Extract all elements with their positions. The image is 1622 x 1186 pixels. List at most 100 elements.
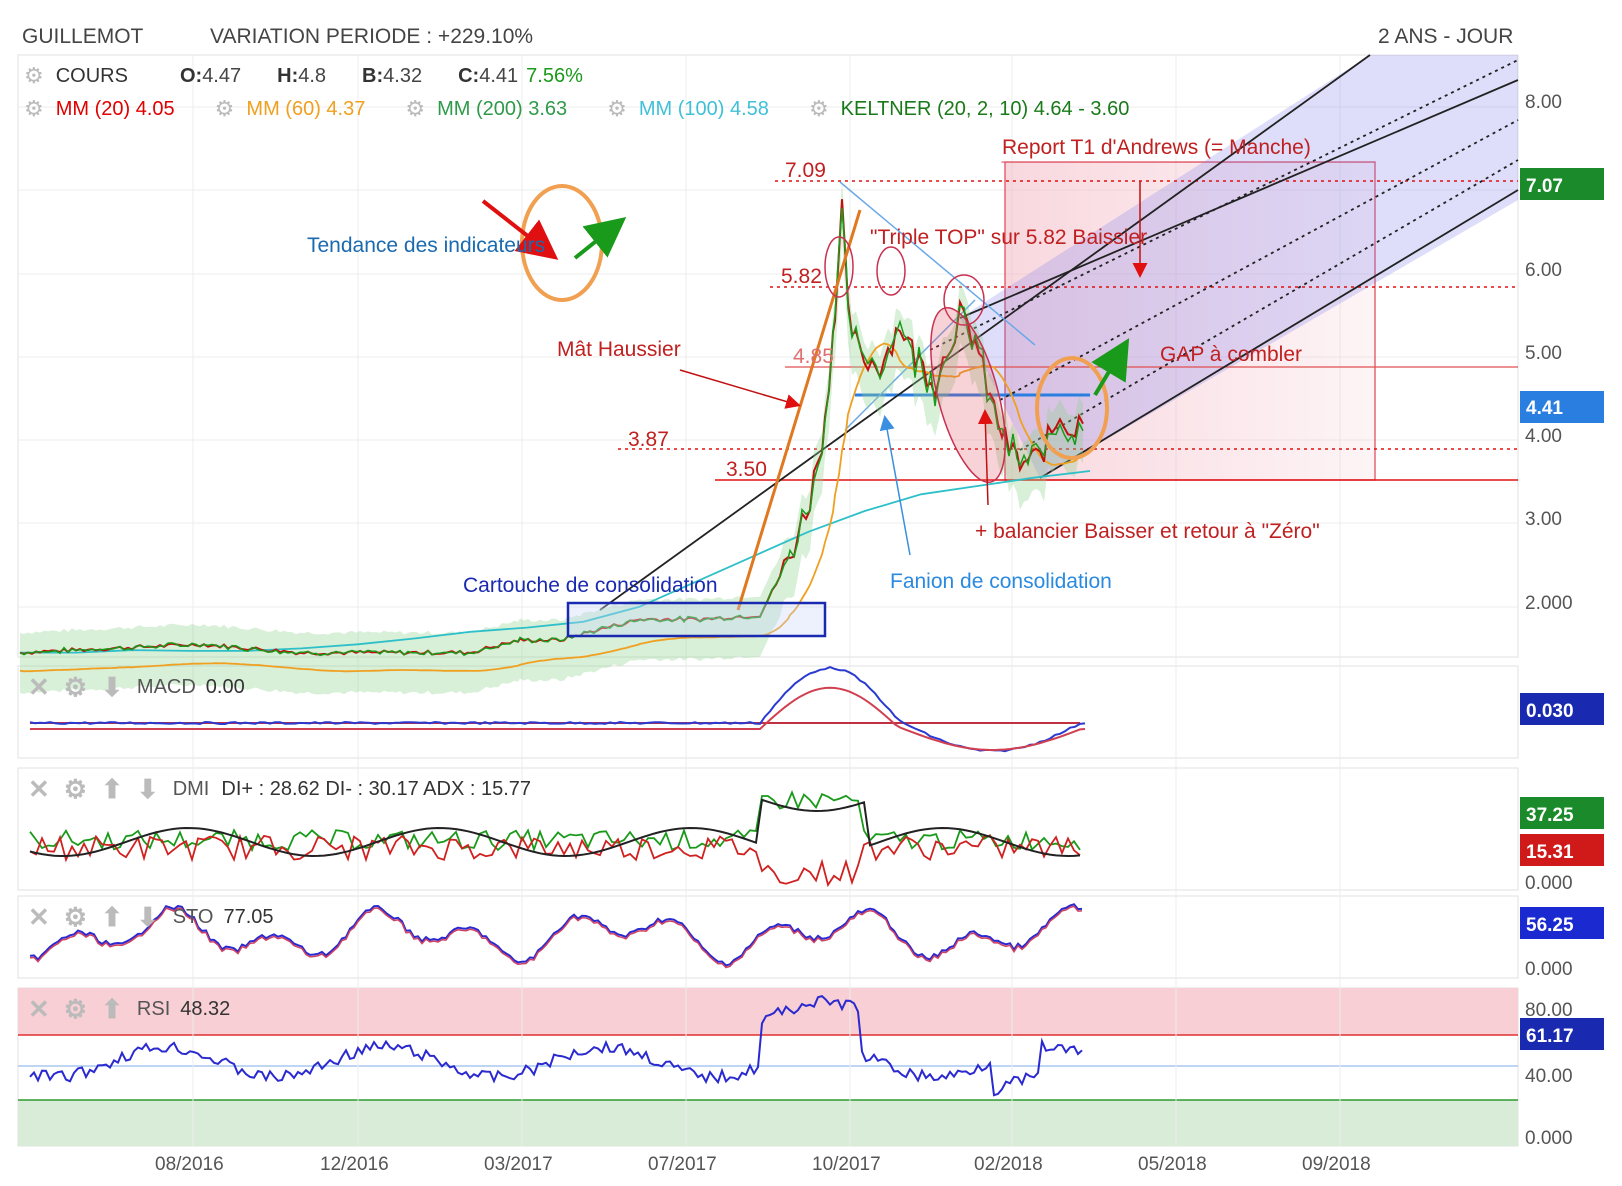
gear-icon[interactable]: ⚙ (24, 96, 44, 121)
legend-mm200[interactable]: ⚙ MM (200) 3.63 (405, 96, 567, 122)
legend-mm200-label: MM (200) 3.63 (437, 97, 568, 120)
gear-icon[interactable]: ⚙ (63, 774, 88, 804)
close-key: C: (458, 64, 480, 87)
arrow-green-up (573, 217, 627, 260)
badge-macd: 0.030 (1526, 701, 1574, 722)
ann-fanion: Fanion de consolidation (890, 570, 1112, 593)
dmi-tick-0: 0.000 (1525, 873, 1573, 894)
badge-rsi: 61.17 (1526, 1026, 1574, 1047)
rsi-tick-0: 0.000 (1525, 1128, 1573, 1149)
macd-signal-line (30, 686, 1086, 751)
arrow-up-icon[interactable]: ⬆ (101, 774, 123, 804)
ann-balancier: + balancier Baisser et retour à "Zéro" (975, 520, 1320, 543)
open-key: O: (179, 64, 203, 87)
rsi-label: ✕ ⚙ ⬆ RSI 48.32 (28, 996, 230, 1022)
dmi-panel (17, 767, 1519, 891)
cartouche-box (566, 601, 827, 638)
arrow-balancier (977, 409, 993, 506)
close-icon[interactable]: ✕ (28, 774, 50, 804)
gear-icon[interactable]: ⚙ (63, 994, 88, 1024)
badge-441: 4.41 (1526, 398, 1563, 419)
arrow-red-down (481, 199, 559, 260)
gear-icon[interactable]: ⚙ (63, 672, 88, 702)
close-icon[interactable]: ✕ (28, 994, 50, 1024)
gear-icon[interactable]: ⚙ (214, 96, 235, 121)
x-tick: 03/2017 (484, 1154, 553, 1175)
dmi-title: DMI (172, 777, 210, 800)
y-tick-300: 3.00 (1525, 509, 1562, 530)
badge-dmi2: 15.31 (1526, 842, 1574, 863)
x-tick: 10/2017 (812, 1154, 881, 1175)
badge-rsi-bg (1520, 1018, 1604, 1050)
keltner-band (20, 179, 1083, 695)
close-icon[interactable]: ✕ (28, 672, 50, 702)
arrow-down-icon[interactable]: ⬇ (136, 902, 159, 932)
badge-707-bg (1520, 168, 1604, 200)
sto-signal-line (29, 905, 1083, 969)
close-value: 4.41 (479, 64, 519, 87)
gear-icon[interactable]: ⚙ (405, 96, 426, 121)
legend-mm100[interactable]: ⚙ MM (100) 4.58 (607, 96, 769, 122)
circle-top3 (943, 274, 985, 326)
ann-mat: Mât Haussier (557, 338, 681, 361)
high-key: H: (277, 64, 299, 87)
badge-sto: 56.25 (1526, 915, 1574, 936)
arrow-up-icon[interactable]: ⬆ (101, 902, 123, 932)
legend-mm100-label: MM (100) 4.58 (638, 97, 769, 120)
sto-line (29, 903, 1083, 967)
gear-icon[interactable]: ⚙ (808, 96, 829, 121)
change-value: 7.56% (526, 64, 583, 87)
circle-top2 (876, 246, 906, 296)
period-selector[interactable]: 2 ANS - JOUR (1378, 25, 1514, 48)
arrow-down-icon[interactable]: ⬇ (136, 774, 159, 804)
gear-icon[interactable]: ⚙ (24, 63, 44, 88)
legend-mm20[interactable]: ⚙ MM (20) 4.05 (24, 96, 175, 122)
badge-dmi1-bg (1520, 797, 1604, 829)
mm200-line (20, 470, 1091, 654)
gear-icon[interactable]: ⚙ (607, 96, 627, 121)
arrow-up-icon[interactable]: ⬆ (101, 994, 123, 1024)
y-tick-500: 5.00 (1525, 343, 1562, 364)
macd-title: MACD (136, 675, 196, 698)
badge-sto-bg (1520, 907, 1604, 939)
legend-mm60[interactable]: ⚙ MM (60) 4.37 (215, 96, 366, 122)
price-line-green (19, 207, 1084, 657)
close-icon[interactable]: ✕ (28, 902, 50, 932)
x-tick: 07/2017 (648, 1154, 717, 1175)
arrow-gap (1091, 338, 1130, 397)
arrow-down-icon[interactable]: ⬇ (101, 672, 123, 702)
rsi-line (29, 994, 1083, 1097)
macd-value: 0.00 (205, 675, 245, 698)
x-tick: 08/2016 (155, 1154, 224, 1175)
label-709: 7.09 (785, 159, 826, 182)
legend-keltner[interactable]: ⚙ KELTNER (20, 2, 10) 4.64 - 3.60 (809, 96, 1129, 122)
rsi-tick-80: 80.00 (1525, 1000, 1573, 1021)
rsi-oversold-band (18, 1100, 1518, 1146)
variation-text: VARIATION PERIODE : +229.10% (210, 25, 534, 48)
y-tick-200: 2.000 (1525, 593, 1573, 614)
mm60-line (19, 342, 1084, 673)
rsi-value: 48.32 (180, 997, 231, 1020)
low-key: B: (362, 64, 384, 87)
ann-gap: GAP à combler (1160, 343, 1302, 366)
badge-macd-bg (1520, 693, 1604, 725)
gear-icon[interactable]: ⚙ (63, 902, 88, 932)
mat-trendline (736, 209, 862, 611)
rsi-title: RSI (136, 997, 171, 1020)
ann-triple-top: "Triple TOP" sur 5.82 Baissier (870, 226, 1147, 249)
y-tick-800: 8.00 (1525, 92, 1562, 113)
badge-441-bg (1520, 391, 1604, 423)
dmi-label: ✕ ⚙ ⬆ ⬇ DMI DI+ : 28.62 DI- : 30.17 ADX … (28, 776, 531, 802)
price-legend: ⚙ COURS O: 4.47 H: 4.8 B: 4.32 C: 4.41 7… (24, 63, 583, 89)
label-350: 3.50 (726, 458, 767, 481)
arrow-mat (679, 369, 801, 409)
andrews-fork (599, 54, 1519, 611)
circle-top1 (824, 236, 854, 298)
badge-707: 7.07 (1526, 176, 1563, 197)
open-value: 4.47 (202, 64, 242, 87)
circle-gap (1035, 356, 1109, 460)
x-tick: 09/2018 (1302, 1154, 1371, 1175)
sto-title: STO (172, 905, 214, 928)
rsi-tick-40: 40.00 (1525, 1066, 1573, 1087)
